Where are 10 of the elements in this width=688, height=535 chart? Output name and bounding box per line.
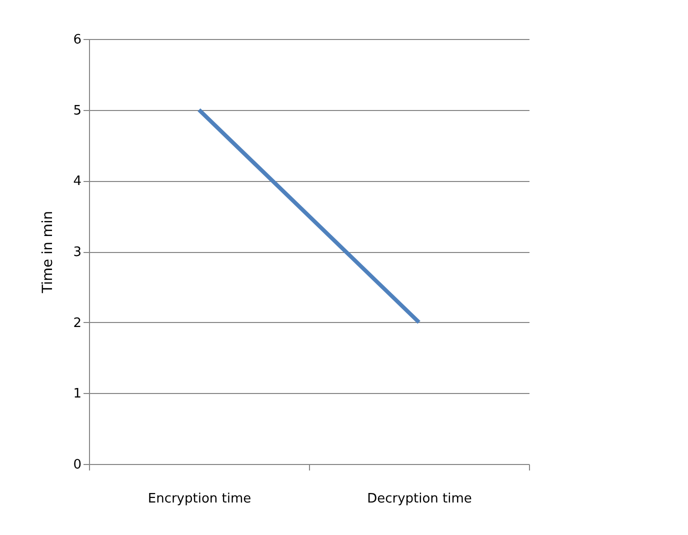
y-tick-label: 0 (73, 458, 82, 472)
y-tick-label: 1 (73, 386, 82, 402)
y-tick-label: 2 (73, 316, 82, 331)
y-tick-label: 6 (73, 32, 82, 48)
x-tick-label: Encryption time (148, 492, 252, 506)
y-axis-title: Time in min (40, 210, 56, 294)
y-tick-label: 4 (73, 174, 82, 190)
y-tick-label: 3 (73, 245, 82, 260)
x-tick-label: Decryption time (367, 492, 472, 506)
y-tick-label: 5 (73, 103, 82, 118)
